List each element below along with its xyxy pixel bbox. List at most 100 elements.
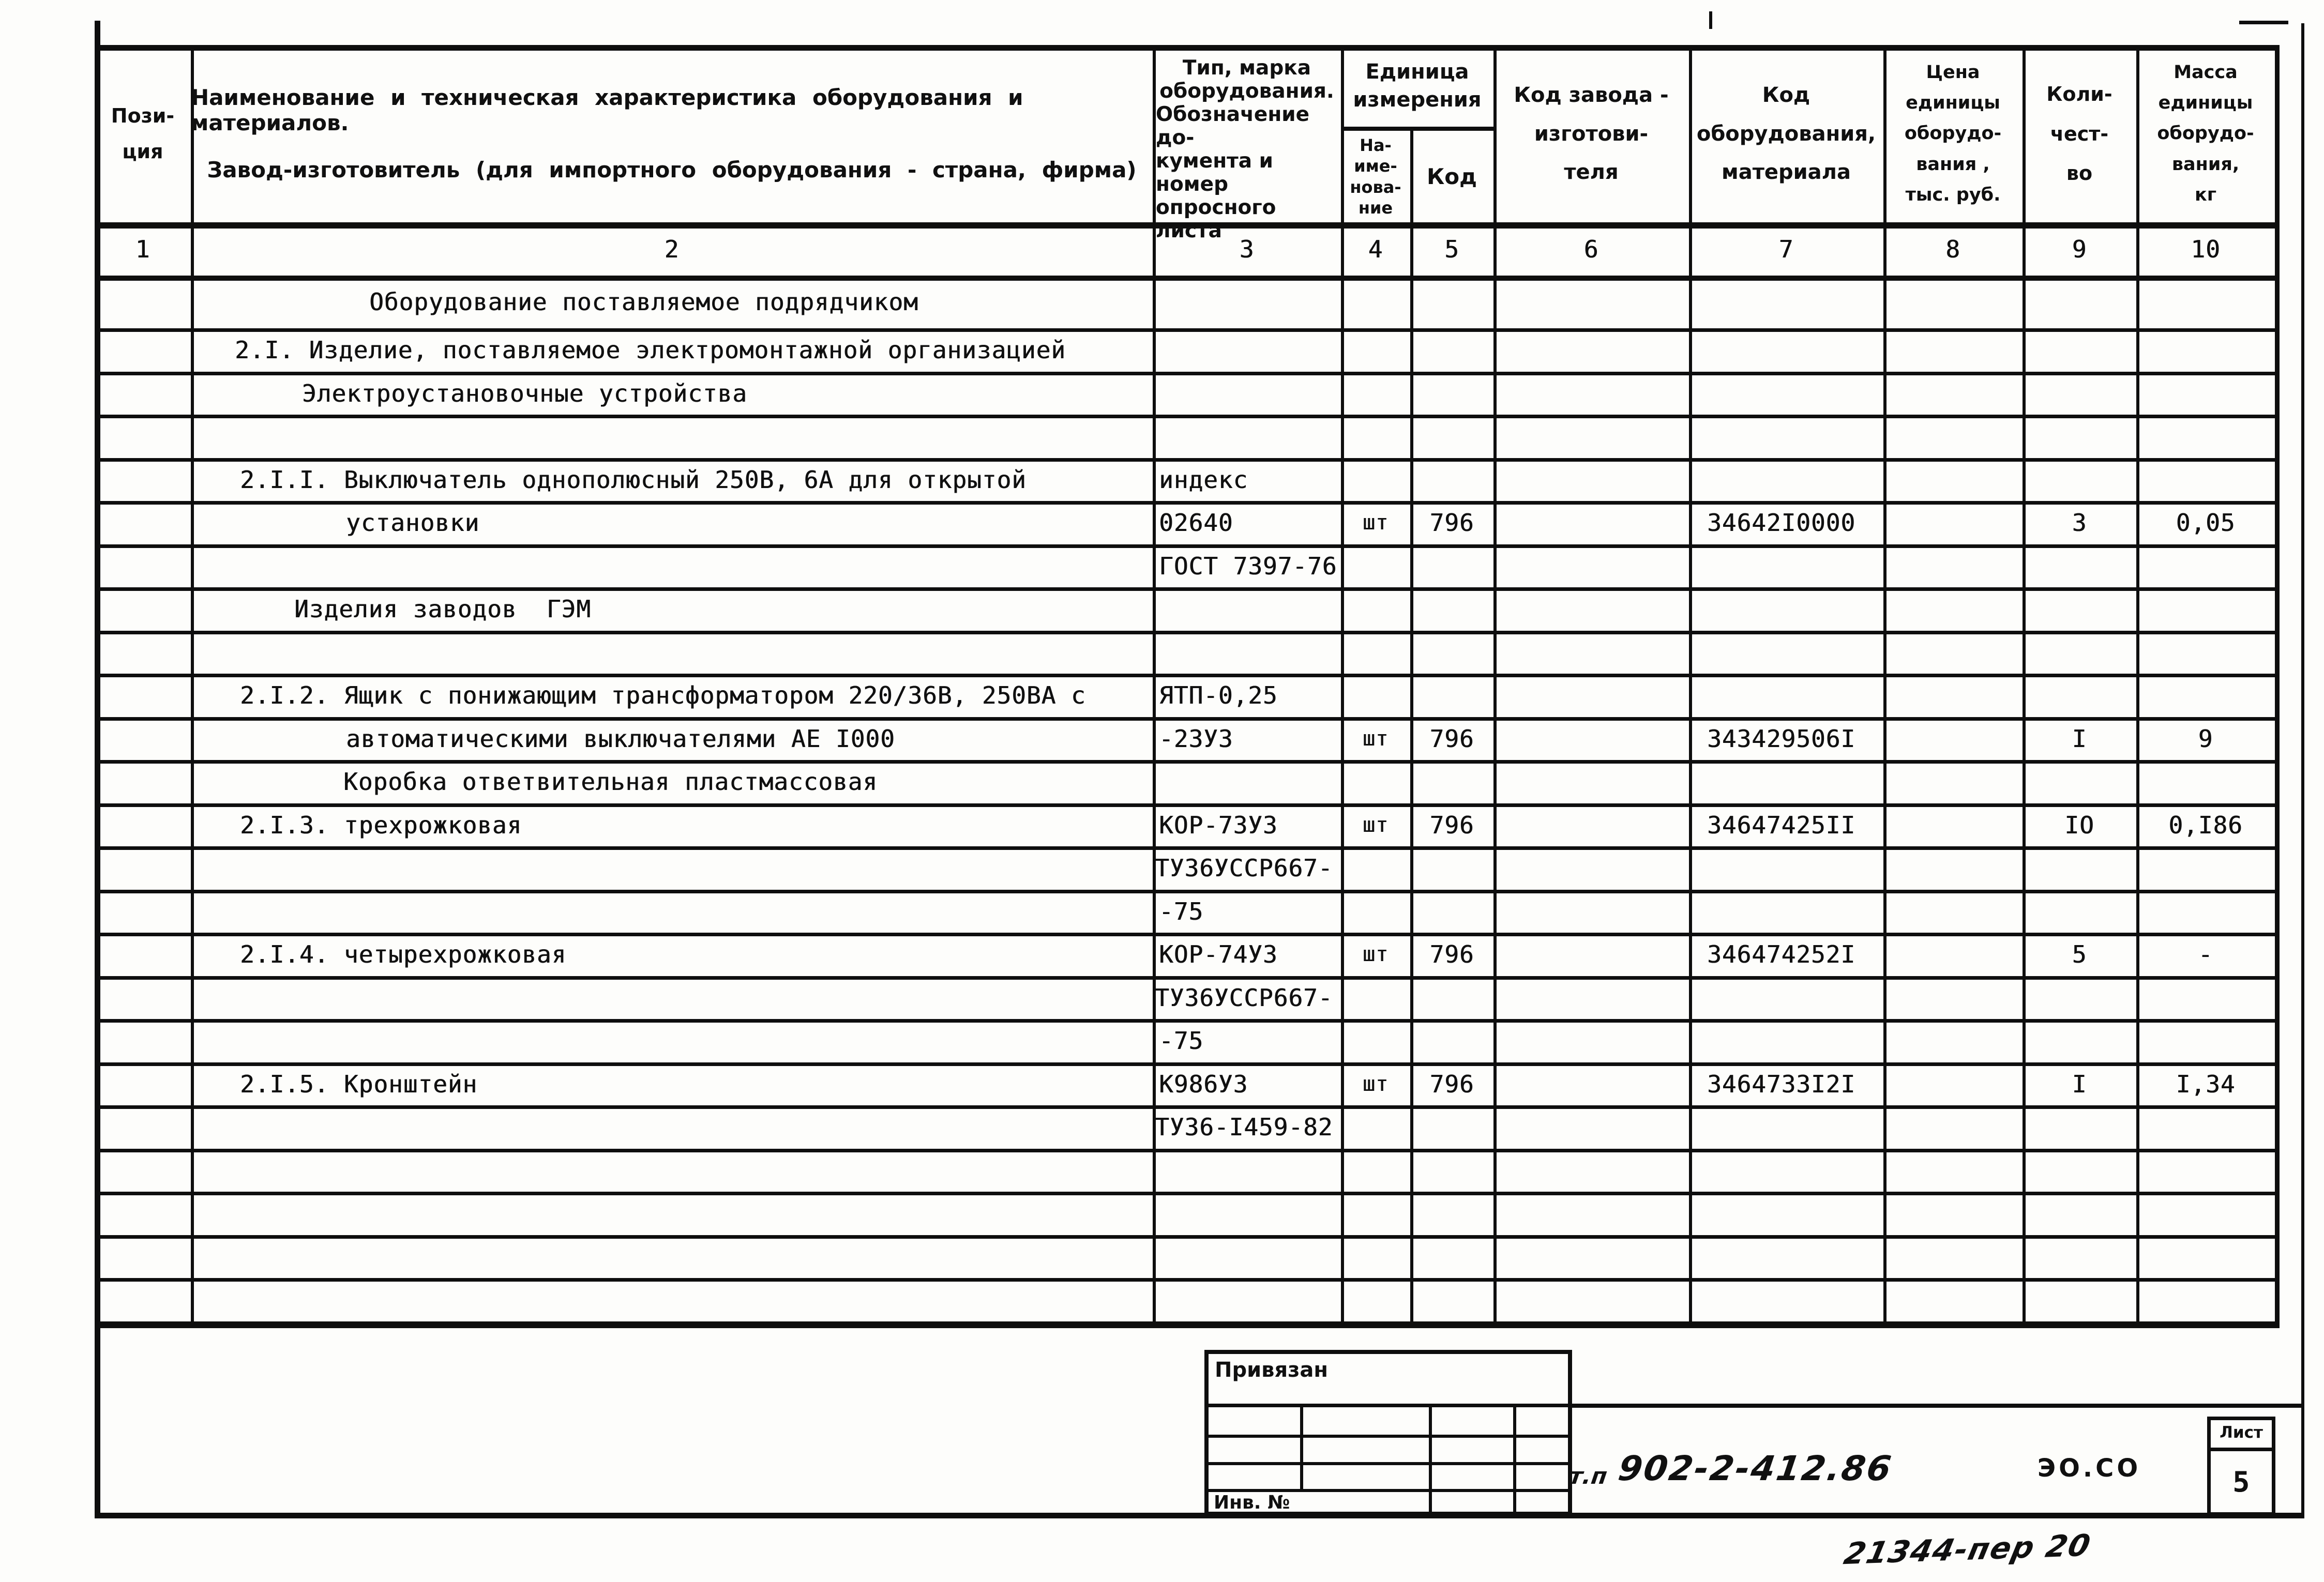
unit-cell: шт [1362, 726, 1389, 751]
row-line [95, 1278, 2280, 1282]
row-line [95, 372, 2280, 375]
header-line: чест- [2050, 122, 2109, 145]
material-code-cell: 346474252I [1707, 940, 1855, 968]
material-code-cell: 34642I0000 [1707, 509, 1855, 537]
unit-code-cell: 796 [1429, 509, 1474, 537]
header-line: оборудо- [2157, 123, 2254, 144]
header-line: материала [1722, 160, 1851, 185]
mass-cell: - [2198, 940, 2213, 968]
column-number: 7 [1778, 235, 1794, 263]
unit-code-cell: 796 [1429, 724, 1474, 753]
row-name: 2.I.4. четырехрожковая [240, 940, 567, 968]
header-line: ция [122, 140, 163, 163]
column-header-name: Наименование и техническая характеристик… [191, 45, 1153, 222]
column-header-unit-name: На- име- нова- ние [1341, 131, 1410, 222]
row-name: Изделия заводов ГЭМ [294, 595, 591, 623]
sheet-right-border [2301, 23, 2304, 1518]
mass-cell: 9 [2198, 724, 2213, 753]
unit-code-cell: 796 [1429, 1070, 1474, 1098]
type-cell: ТУ36УССР667- [1155, 983, 1333, 1012]
column-number: 8 [1945, 235, 1960, 263]
header-line: Код [1762, 83, 1810, 107]
header-line: оборудо- [1904, 123, 2002, 144]
row-line [95, 458, 2280, 462]
header-line: Цена [1926, 62, 1980, 83]
row-line [95, 631, 2280, 634]
table-top-border [95, 45, 2280, 51]
row-line [95, 1062, 2280, 1066]
header-line: оборудования. [1159, 80, 1334, 103]
header-line: Наименование и техническая характеристик… [191, 85, 1023, 135]
type-cell: -23У3 [1159, 724, 1233, 753]
column-number: 1 [135, 235, 150, 263]
row-name: 2.I.3. трехрожковая [240, 811, 522, 839]
header-line: теля [1564, 160, 1619, 185]
column-number: 2 [664, 235, 680, 263]
type-cell: 02640 [1159, 509, 1233, 537]
row-line [95, 1105, 2280, 1109]
column-line [1410, 127, 1413, 1325]
column-header-unit-group: Единица измерения [1341, 45, 1493, 127]
header-line: име- [1354, 156, 1397, 176]
header-line: ние [1358, 198, 1393, 218]
sheet-number-box [2207, 1417, 2275, 1516]
sheet-label: Лист [2220, 1423, 2263, 1442]
scan-artifact [2239, 21, 2288, 24]
qty-cell: I [2072, 1070, 2087, 1098]
column-number: 9 [2072, 235, 2087, 263]
row-line [95, 1019, 2280, 1023]
scan-artifact [1709, 11, 1712, 29]
type-cell: КОР-74У3 [1159, 940, 1278, 968]
column-header-type: Тип, марка оборудования. Обозначение до-… [1153, 45, 1341, 242]
column-header-unit-code: Код [1410, 131, 1493, 222]
type-cell: -75 [1159, 897, 1204, 925]
column-line [1493, 45, 1497, 1325]
header-line: нова- [1350, 177, 1401, 197]
stamp-line [1204, 1404, 1572, 1407]
stamp-title: Привязан [1215, 1358, 1329, 1382]
row-line [95, 933, 2280, 936]
row-line [95, 890, 2280, 893]
column-header-quantity: Коли- чест- во [2023, 45, 2136, 222]
column-number: 4 [1368, 235, 1383, 263]
header-line: Тип, марка [1182, 56, 1311, 80]
column-number: 3 [1239, 235, 1255, 263]
row-name: 2.I.5. Кронштейн [240, 1070, 478, 1098]
inventory-number-label: Инв. № [1214, 1492, 1290, 1513]
stamp-line [1204, 1462, 1572, 1465]
column-header-unit-mass: Масса единицы оборудо- вания, кг [2136, 45, 2275, 222]
type-cell: КОР-73У3 [1159, 811, 1278, 839]
row-line [95, 674, 2280, 677]
mass-cell: 0,05 [2176, 509, 2236, 537]
header-line: кг [2194, 184, 2217, 205]
type-cell: К986У3 [1159, 1070, 1248, 1098]
sheet-left-border [95, 21, 100, 1518]
material-code-cell: 3464733I2I [1707, 1070, 1855, 1098]
type-cell: ГОСТ 7397-76 [1159, 552, 1337, 580]
table-bottom-border [95, 1321, 2280, 1328]
row-name: Оборудование поставляемое подрядчиком [369, 288, 918, 316]
column-header-unit-price: Цена единицы оборудо- вания , тыс. руб. [1883, 45, 2023, 222]
row-line [95, 760, 2280, 764]
row-line [95, 976, 2280, 980]
row-name: Коробка ответвительная пластмассовая [343, 768, 878, 796]
row-line [95, 803, 2280, 807]
type-cell: ТУ36УССР667- [1155, 854, 1333, 882]
stamp-line [1513, 1404, 1516, 1516]
header-line: Код [1426, 164, 1477, 189]
header-bottom-border [95, 222, 2280, 229]
project-number: 902-2-412.86 [1616, 1448, 1895, 1488]
titleblock-top-line [1572, 1404, 2301, 1408]
header-line: вания , [1916, 154, 1990, 175]
header-line: тыс. руб. [1905, 184, 2001, 205]
header-line: На- [1360, 135, 1392, 155]
material-code-cell: 343429506I [1707, 724, 1855, 753]
stamp-box [1204, 1350, 1572, 1516]
table-right-border [2275, 45, 2280, 1328]
doc-code: ЭО.СО [2037, 1454, 2141, 1483]
handwritten-note: 21344-пер 20 [1840, 1527, 2094, 1571]
qty-cell: I [2072, 724, 2087, 753]
column-line [1883, 45, 1887, 1325]
header-line: Обозначение до- [1156, 103, 1310, 149]
